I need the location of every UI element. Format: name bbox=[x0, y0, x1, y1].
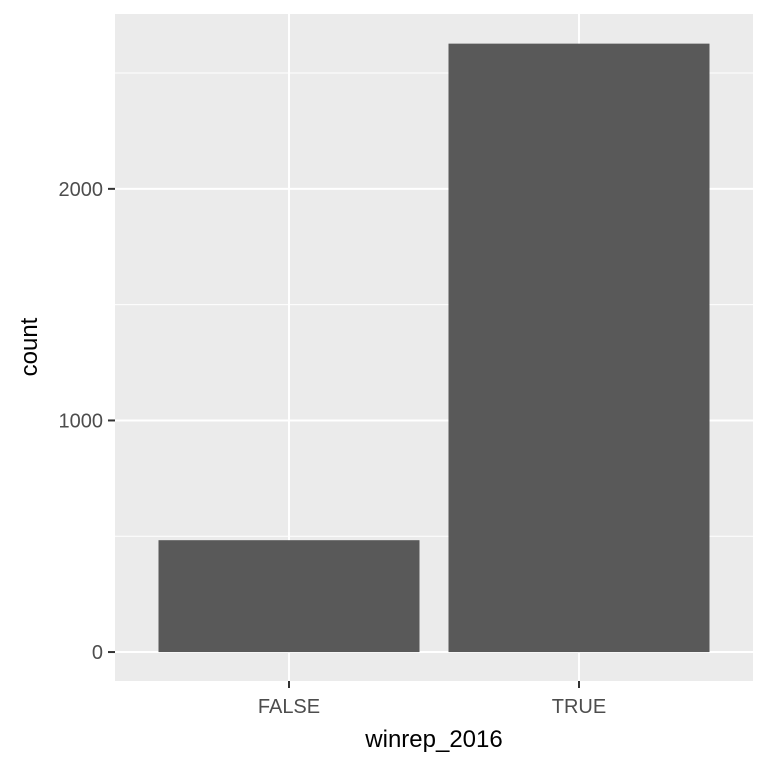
x-tick-label-0: FALSE bbox=[258, 696, 320, 718]
y-tick-label-1: 1000 bbox=[59, 410, 104, 432]
axis-ticks bbox=[108, 187, 580, 688]
y-axis-title: count bbox=[16, 317, 43, 376]
bar-true bbox=[448, 43, 710, 653]
y-tick-labels: 0 1000 2000 bbox=[59, 179, 104, 664]
x-axis-title: winrep_2016 bbox=[364, 726, 502, 753]
bar-false bbox=[158, 540, 420, 653]
y-tick-label-2: 2000 bbox=[59, 179, 104, 201]
bars bbox=[158, 43, 710, 653]
x-tick-labels: FALSE TRUE bbox=[258, 696, 606, 718]
y-tick-label-0: 0 bbox=[92, 642, 103, 664]
x-tick-label-1: TRUE bbox=[552, 696, 606, 718]
